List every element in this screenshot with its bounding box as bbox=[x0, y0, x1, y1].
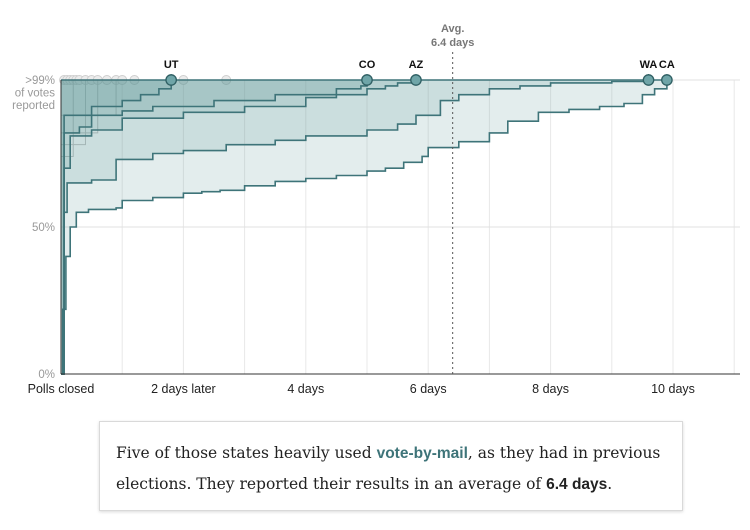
marker-wa bbox=[642, 74, 655, 86]
state-label-ca: CA bbox=[659, 59, 675, 71]
vote-reporting-chart: Polls closed 2 days later 4 days 6 days 8 da… bbox=[12, 23, 740, 396]
state-label-az: AZ bbox=[409, 59, 424, 71]
note-text-middle: , as they had in previous elections. The… bbox=[116, 444, 661, 493]
marker-co bbox=[361, 74, 373, 86]
marker-ut bbox=[165, 74, 178, 86]
y-tick-label: >99% bbox=[25, 75, 55, 87]
x-tick-label: 8 days bbox=[532, 382, 569, 396]
state-label-co: CO bbox=[359, 59, 376, 71]
vote-by-mail-highlight: vote-by-mail bbox=[376, 445, 468, 462]
y-tick-label: 50% bbox=[32, 222, 55, 234]
area-ca bbox=[61, 80, 667, 374]
avg-days-bold: 6.4 days bbox=[546, 476, 608, 493]
state-label-ut: UT bbox=[164, 59, 179, 71]
y-tick-label: of votes bbox=[15, 88, 56, 100]
line-wa bbox=[61, 80, 650, 375]
average-label: 6.4 days bbox=[431, 37, 474, 49]
area-wa bbox=[61, 80, 649, 374]
x-tick-label: 10 days bbox=[651, 382, 695, 396]
note-text-after: . bbox=[607, 475, 613, 493]
annotation-box: Five of those states heavily used vote-b… bbox=[99, 421, 683, 511]
axes: Polls closed 2 days later 4 days 6 days 8 da… bbox=[12, 75, 740, 396]
x-tick-label: 6 days bbox=[410, 382, 447, 396]
x-tick-label: 2 days later bbox=[151, 382, 216, 396]
line-co bbox=[61, 80, 368, 375]
line-ut bbox=[61, 80, 172, 375]
y-tick-label: reported bbox=[12, 100, 55, 112]
line-ca bbox=[61, 80, 668, 375]
x-tick-label: Polls closed bbox=[28, 382, 95, 396]
y-tick-label: 0% bbox=[38, 369, 55, 381]
x-tick-label: 4 days bbox=[287, 382, 324, 396]
area-ut bbox=[61, 80, 172, 374]
average-label: Avg. bbox=[441, 23, 464, 35]
average-marker: Avg. 6.4 days bbox=[431, 23, 474, 374]
marker-az bbox=[410, 74, 422, 86]
line-az bbox=[61, 80, 417, 375]
area-az bbox=[61, 80, 416, 374]
marker-ca bbox=[661, 74, 673, 86]
note-text-before: Five of those states heavily used bbox=[116, 444, 377, 462]
series-lines bbox=[61, 79, 668, 375]
state-label-wa: WA bbox=[640, 59, 658, 71]
